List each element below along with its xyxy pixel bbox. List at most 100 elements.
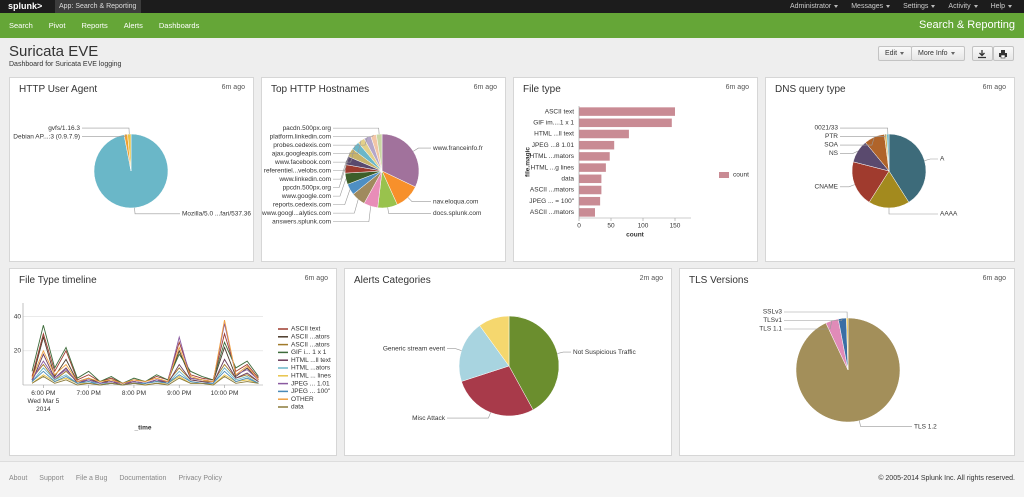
leader-line	[447, 348, 462, 351]
caret	[886, 4, 891, 8]
nav-item[interactable]: Alerts	[123, 21, 143, 30]
slice-label: probes.cedexis.com	[273, 142, 331, 149]
slice-label: NS	[829, 150, 839, 157]
caret	[834, 4, 839, 8]
series-line	[31, 319, 259, 384]
leader-line	[134, 207, 180, 215]
nav-item[interactable]: Reports	[81, 21, 108, 30]
legend-label: JPEG ... 1.01	[291, 380, 330, 387]
app-bar: Search Pivot Reports Alerts Dashboards Searc…	[0, 13, 1024, 38]
slice-label: TLS 1.1	[759, 326, 782, 333]
slice-label: AAAA	[940, 211, 958, 218]
bar	[579, 129, 629, 139]
x-tick-label: 10:00 PM	[210, 390, 239, 397]
leader-line	[333, 160, 347, 180]
slice-label: gvfs/1.16.3	[48, 125, 80, 132]
bar	[579, 208, 595, 217]
menu-item[interactable]: Administrator	[790, 0, 839, 13]
footer-link[interactable]: About	[9, 475, 28, 482]
slice-label: PTR	[825, 133, 838, 140]
legend-label: ASCII ...ators	[291, 334, 330, 341]
more-info-button[interactable]: More Info	[911, 46, 965, 61]
leader-line	[784, 311, 848, 319]
app-menu[interactable]: App: Search & Reporting	[55, 0, 141, 21]
footer-link[interactable]: File a Bug	[75, 475, 108, 482]
panel-updated: 6m ago	[982, 275, 1006, 282]
leader-line	[333, 168, 346, 188]
bar	[579, 118, 672, 128]
legend-label: HTML ...ators	[291, 365, 331, 372]
print-button[interactable]	[993, 46, 1014, 61]
menu-item[interactable]: Help	[991, 0, 1012, 13]
leader-line	[82, 127, 130, 135]
leader-line	[784, 318, 843, 321]
leader-line	[333, 189, 351, 205]
x-tick-label: 7:00 PM	[76, 390, 101, 397]
y-tick-label: JPEG ... = 100"	[529, 198, 574, 205]
x-tick-label: 150	[670, 223, 681, 230]
footer-link[interactable]: Support	[39, 475, 64, 482]
logo[interactable]: splunk>	[8, 1, 43, 11]
footer-links: About Support File a Bug Documentation Priva…	[9, 462, 222, 495]
app-title: Search & Reporting	[919, 19, 1015, 31]
footer-link[interactable]: Privacy Policy	[178, 475, 223, 482]
panel-title: File type	[523, 84, 561, 95]
legend-label: OTHER	[291, 396, 314, 403]
leader-line	[333, 136, 368, 146]
y-axis-label: file.magic	[525, 147, 532, 177]
menu-label: Messages	[851, 3, 884, 10]
y-tick-label: ASCII ...mators	[530, 187, 575, 194]
slice-label: referentiel...velobs.com	[264, 167, 331, 174]
export-button[interactable]	[972, 46, 993, 61]
y-tick-label: data	[561, 176, 574, 183]
menu-label: Help	[990, 3, 1005, 10]
slice-label: nav.eloqua.com	[433, 198, 478, 205]
bar	[579, 185, 602, 195]
leader-line	[859, 420, 912, 427]
slice-label: reports.cedexis.com	[273, 201, 331, 208]
slice-label: www.franceinfo.fr	[432, 145, 484, 152]
legend-swatch	[719, 172, 729, 178]
nav-item[interactable]: Dashboards	[158, 21, 200, 30]
leader-line	[784, 320, 833, 330]
menu-item[interactable]: Activity	[948, 0, 978, 13]
top-bar: splunk> App: Search & Reporting Administ…	[0, 0, 1024, 21]
menu-item[interactable]: Settings	[903, 0, 936, 13]
slice-label: SSLv3	[763, 309, 783, 316]
panel-title: DNS query type	[775, 84, 846, 95]
nav-item[interactable]: Pivot	[48, 21, 66, 30]
leader-line	[447, 412, 491, 419]
bar	[579, 196, 601, 206]
panel-title: Top HTTP Hostnames	[271, 84, 370, 95]
panel-updated: 6m ago	[473, 84, 497, 91]
panel-title: TLS Versions	[689, 275, 749, 286]
menu-label: Activity	[948, 3, 971, 10]
legend-label: GIF i... 1 x 1	[291, 349, 327, 356]
legend-label: count	[733, 172, 749, 179]
nav-item[interactable]: Search	[9, 21, 33, 30]
caret	[1008, 4, 1012, 8]
leader-line	[333, 145, 356, 163]
footer-link[interactable]: Documentation	[119, 475, 167, 482]
slice-label: answers.splunk.com	[272, 218, 331, 225]
leader-line	[840, 150, 858, 154]
caret	[973, 4, 978, 8]
slice-label: docs.splunk.com	[433, 210, 481, 217]
pie-slice	[795, 317, 901, 423]
chart: www.franceinfo.fr nav.eloqua.com docs.splu…	[262, 125, 484, 226]
series-line	[31, 370, 259, 386]
legend-label: JPEG ... 100"	[291, 388, 331, 395]
panel: Mozilla/5.0 ...fari/537.36 gvfs/1.16.3 Deb…	[9, 77, 254, 262]
panel: 0 50 100 150 ASCII text GIF im....1 x 1 HTML .…	[513, 77, 758, 262]
slice-label: SOA	[824, 142, 838, 149]
edit-button[interactable]: Edit	[878, 46, 912, 61]
menu-item[interactable]: Messages	[851, 0, 891, 13]
x-axis-label: _time	[134, 425, 152, 432]
leader-line	[840, 134, 886, 137]
app-label: App: Search & Reporting	[59, 3, 137, 10]
export-icon	[978, 50, 986, 59]
